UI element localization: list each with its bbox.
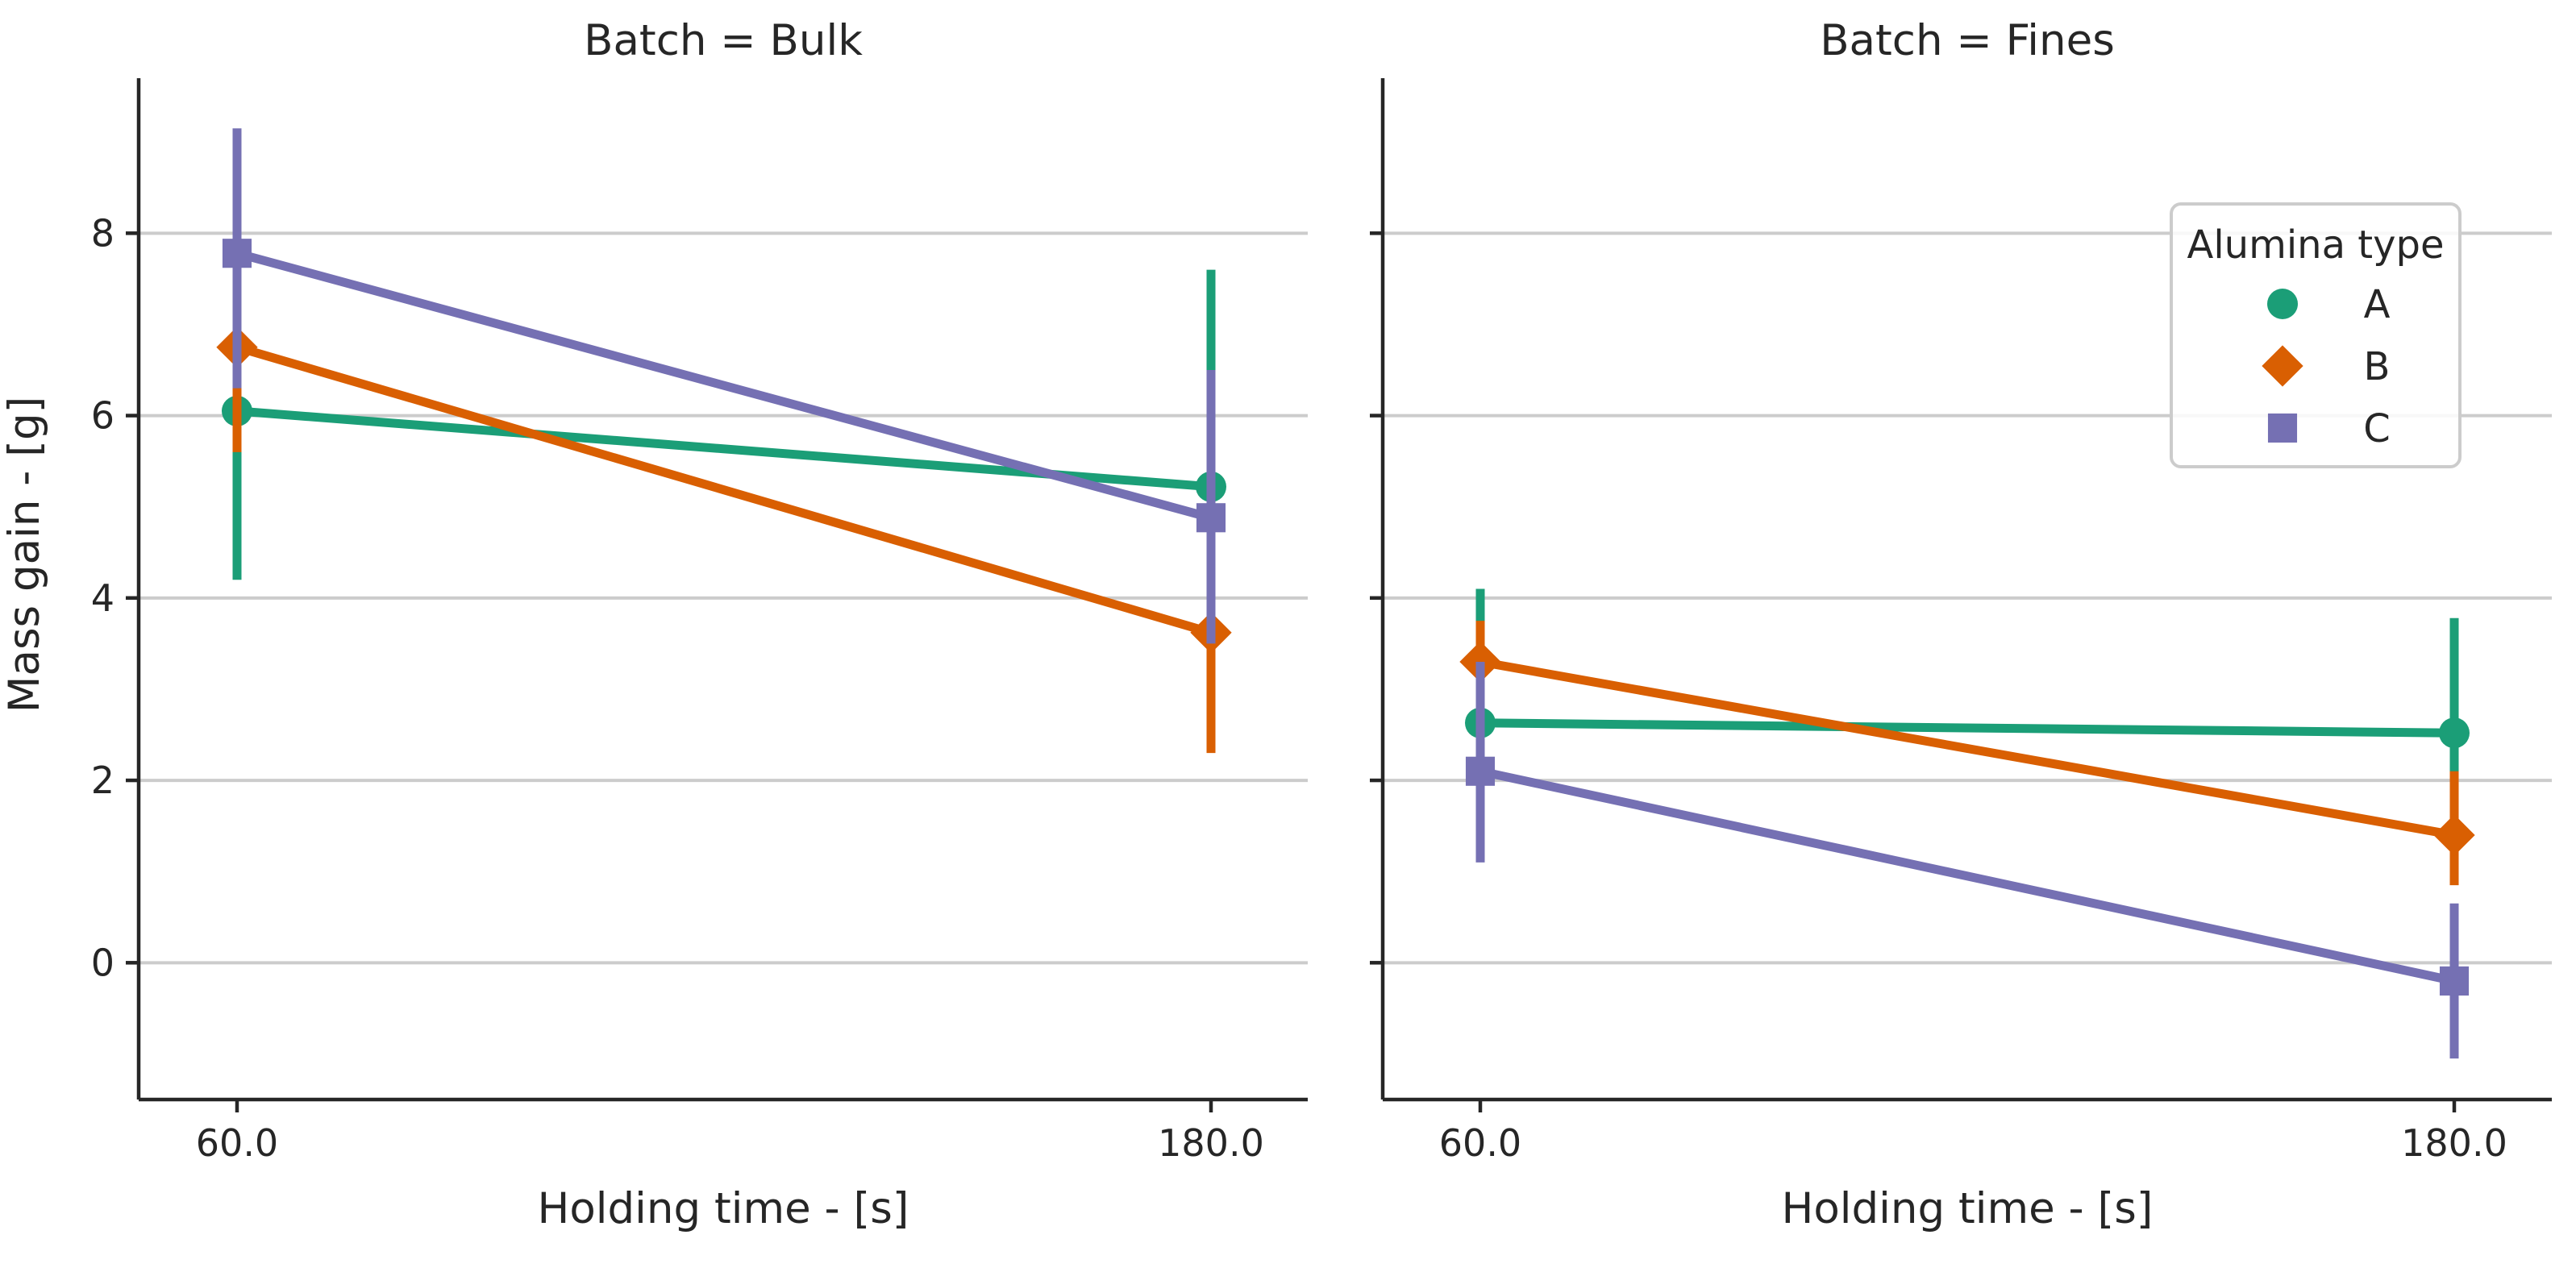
legend-label-A: A xyxy=(2364,282,2391,327)
legend-marker-C xyxy=(2267,413,2298,443)
y-tick-label-8: 8 xyxy=(91,211,114,255)
data-point-fines-B-1 xyxy=(2433,814,2475,856)
x-axis-title-bulk: Holding time - [s] xyxy=(538,1184,909,1233)
legend-marker-B xyxy=(2262,345,2303,387)
data-point-fines-C-0 xyxy=(1465,756,1496,786)
panel-title-bulk: Batch = Bulk xyxy=(584,16,863,65)
y-tick-label-6: 6 xyxy=(91,394,114,438)
legend-frame xyxy=(2170,202,2462,468)
series-line-fines-C xyxy=(1479,767,2456,986)
x-tick-label-fines-1: 180.0 xyxy=(2401,1121,2507,1165)
panel-fines: 60.0 180.0 Batch = Fines Holding time - [s] xyxy=(1370,16,2552,1233)
series-bulk-B xyxy=(216,278,1232,754)
x-tick-label-bulk-0: 60.0 xyxy=(196,1121,278,1165)
x-tick-label-fines-0: 60.0 xyxy=(1439,1121,1521,1165)
data-point-bulk-C-0 xyxy=(222,239,252,268)
legend-marker-A xyxy=(2267,289,2298,319)
data-point-bulk-C-1 xyxy=(1196,503,1226,533)
series-line-bulk-B xyxy=(235,343,1213,638)
y-axis-title: Mass gain - [g] xyxy=(0,397,49,713)
y-tick-label-2: 2 xyxy=(91,759,114,802)
series-fines-C xyxy=(1465,662,2470,1059)
legend: Alumina type ABC xyxy=(2170,202,2462,468)
legend-label-B: B xyxy=(2364,344,2391,389)
data-point-fines-C-1 xyxy=(2439,966,2470,996)
x-axis-title-fines: Holding time - [s] xyxy=(1782,1184,2154,1233)
series-fines-B xyxy=(1459,621,2475,886)
series-bulk-A xyxy=(222,269,1226,644)
y-axis-title-group: Mass gain - [g] xyxy=(0,397,49,713)
series-bulk-C xyxy=(222,128,1226,644)
y-tick-label-4: 4 xyxy=(91,576,114,620)
series-line-fines-A xyxy=(1479,718,2455,738)
panel-bulk: 0 2 4 6 8 60.0 180.0 Batch = Bulk Holding time -… xyxy=(91,16,1308,1233)
x-tick-label-bulk-1: 180.0 xyxy=(1158,1121,1264,1165)
y-tick-label-0: 0 xyxy=(91,941,114,984)
legend-title: Alumina type xyxy=(2187,222,2444,268)
series-line-bulk-C xyxy=(235,248,1213,522)
data-point-fines-A-1 xyxy=(2439,717,2470,749)
series-line-fines-B xyxy=(1479,657,2455,840)
panel-title-fines: Batch = Fines xyxy=(1820,16,2115,65)
legend-label-C: C xyxy=(2363,406,2391,451)
